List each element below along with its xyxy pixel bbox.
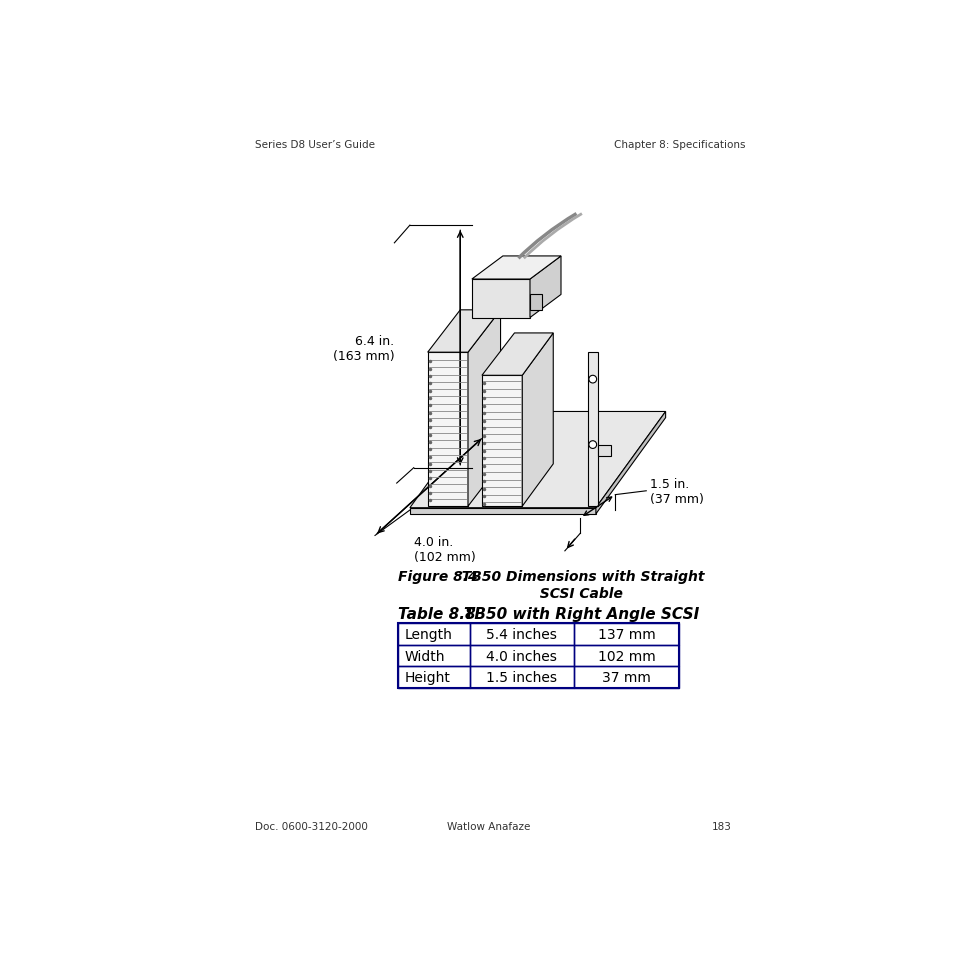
Text: Doc. 0600-3120-2000: Doc. 0600-3120-2000: [254, 821, 367, 831]
Text: Chapter 8: Specifications: Chapter 8: Specifications: [613, 140, 744, 151]
Text: Watlow Anafaze: Watlow Anafaze: [447, 821, 530, 831]
Polygon shape: [427, 311, 500, 353]
Text: Table 8.8: Table 8.8: [397, 607, 476, 621]
Polygon shape: [596, 412, 665, 515]
Polygon shape: [472, 280, 530, 318]
Text: Width: Width: [404, 649, 444, 663]
Polygon shape: [587, 353, 598, 507]
Text: 37 mm: 37 mm: [601, 670, 650, 684]
Text: 183: 183: [711, 821, 731, 831]
Text: Series D8 User’s Guide: Series D8 User’s Guide: [254, 140, 375, 151]
Polygon shape: [521, 334, 553, 507]
Polygon shape: [481, 375, 521, 507]
Polygon shape: [410, 508, 596, 515]
Text: Length: Length: [404, 627, 452, 641]
Polygon shape: [410, 412, 665, 508]
Text: TB50 with Right Angle SCSI: TB50 with Right Angle SCSI: [464, 607, 699, 621]
Polygon shape: [468, 311, 500, 507]
Text: 1.5 in.
(37 mm): 1.5 in. (37 mm): [649, 477, 703, 505]
Text: Figure 8.4: Figure 8.4: [397, 570, 477, 583]
Text: 137 mm: 137 mm: [597, 627, 655, 641]
Text: Height: Height: [404, 670, 450, 684]
Text: 6.4 in.
(163 mm): 6.4 in. (163 mm): [333, 335, 394, 362]
Polygon shape: [472, 256, 560, 280]
Polygon shape: [530, 295, 541, 311]
Polygon shape: [427, 353, 468, 507]
Polygon shape: [481, 334, 553, 375]
Polygon shape: [598, 445, 611, 456]
Circle shape: [588, 441, 596, 449]
Text: 1.5 inches: 1.5 inches: [486, 670, 557, 684]
Text: 4.0 inches: 4.0 inches: [486, 649, 557, 663]
Text: TB50 Dimensions with Straight
                  SCSI Cable: TB50 Dimensions with Straight SCSI Cable: [452, 570, 704, 599]
Circle shape: [588, 375, 596, 383]
Text: 102 mm: 102 mm: [597, 649, 655, 663]
Text: 5.4 inches: 5.4 inches: [486, 627, 557, 641]
Polygon shape: [530, 256, 560, 318]
Text: 4.0 in.
(102 mm): 4.0 in. (102 mm): [414, 536, 475, 564]
